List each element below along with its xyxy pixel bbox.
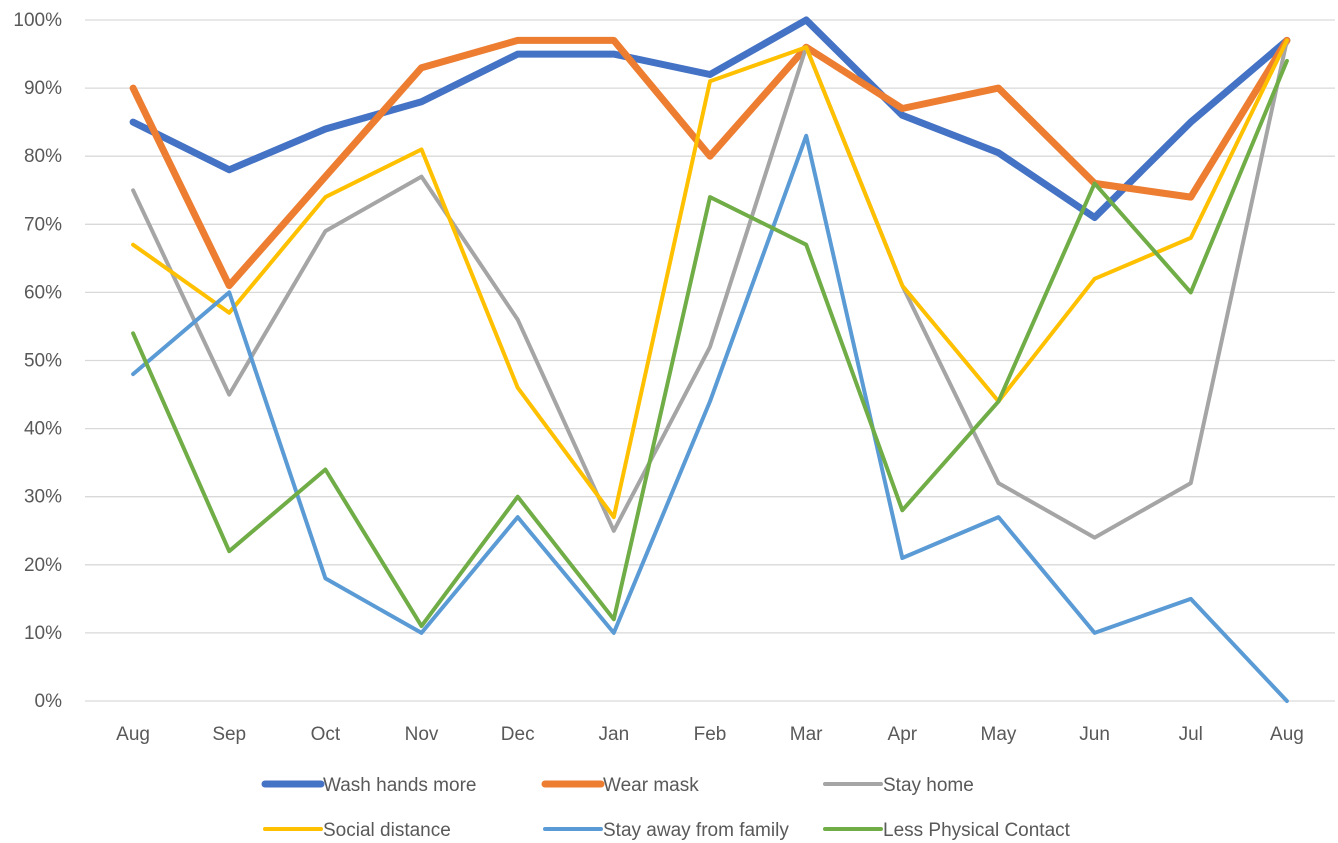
y-tick-label: 50% xyxy=(24,351,62,372)
legend-label: Stay home xyxy=(883,775,974,796)
y-tick-label: 40% xyxy=(24,419,62,440)
y-tick-label: 100% xyxy=(13,10,62,31)
legend-label: Wash hands more xyxy=(323,775,476,796)
legend-label: Wear mask xyxy=(603,775,699,796)
series-line-less-physical-contact xyxy=(131,58,1289,629)
legend-item-social-distance: Social distance xyxy=(263,820,451,841)
x-tick-label: Aug xyxy=(116,724,150,745)
y-tick-label: 0% xyxy=(35,691,63,712)
legend-item-wear-mask: Wear mask xyxy=(541,775,699,796)
legend-item-stay-away-from-family: Stay away from family xyxy=(543,820,789,841)
legend-label: Stay away from family xyxy=(603,820,789,841)
series-line-stay-home xyxy=(131,38,1289,540)
legend-label: Less Physical Contact xyxy=(883,820,1071,841)
x-tick-label: Nov xyxy=(405,724,439,745)
x-tick-label: Apr xyxy=(888,724,918,745)
x-tick-label: Dec xyxy=(501,724,535,745)
series-line-stay-away-from-family xyxy=(131,133,1289,703)
legend-label: Social distance xyxy=(323,820,451,841)
gridlines xyxy=(85,19,1335,702)
y-tick-label: 60% xyxy=(24,282,62,303)
series-line-social-distance xyxy=(131,38,1289,520)
y-tick-label: 80% xyxy=(24,146,62,167)
y-tick-label: 70% xyxy=(24,214,62,235)
x-tick-label: Jul xyxy=(1179,724,1203,745)
series-line-wash-hands-more xyxy=(129,16,1291,221)
x-axis-ticks: Aug Sep Oct Nov Dec Jan Feb Mar Apr May Jun Jul Aug xyxy=(116,724,1304,745)
x-tick-label: May xyxy=(981,724,1017,745)
x-tick-label: Mar xyxy=(790,724,823,745)
x-tick-label: Feb xyxy=(694,724,727,745)
legend: Wash hands more Wear mask Stay home Social … xyxy=(261,775,1071,841)
x-tick-label: Sep xyxy=(212,724,246,745)
y-tick-label: 20% xyxy=(24,555,62,576)
x-tick-label: Aug xyxy=(1270,724,1304,745)
legend-item-wash-hands-more: Wash hands more xyxy=(261,775,476,796)
y-tick-label: 10% xyxy=(24,623,62,644)
y-tick-label: 90% xyxy=(24,78,62,99)
legend-item-stay-home: Stay home xyxy=(823,775,974,796)
x-tick-label: Jun xyxy=(1079,724,1110,745)
x-tick-label: Oct xyxy=(311,724,341,745)
y-axis-ticks: 0% 10% 20% 30% 40% 50% 60% 70% 80% 90% 100% xyxy=(13,10,62,712)
y-tick-label: 30% xyxy=(24,487,62,508)
x-tick-label: Jan xyxy=(599,724,630,745)
series-lines xyxy=(129,16,1291,703)
legend-item-less-physical-contact: Less Physical Contact xyxy=(823,820,1071,841)
